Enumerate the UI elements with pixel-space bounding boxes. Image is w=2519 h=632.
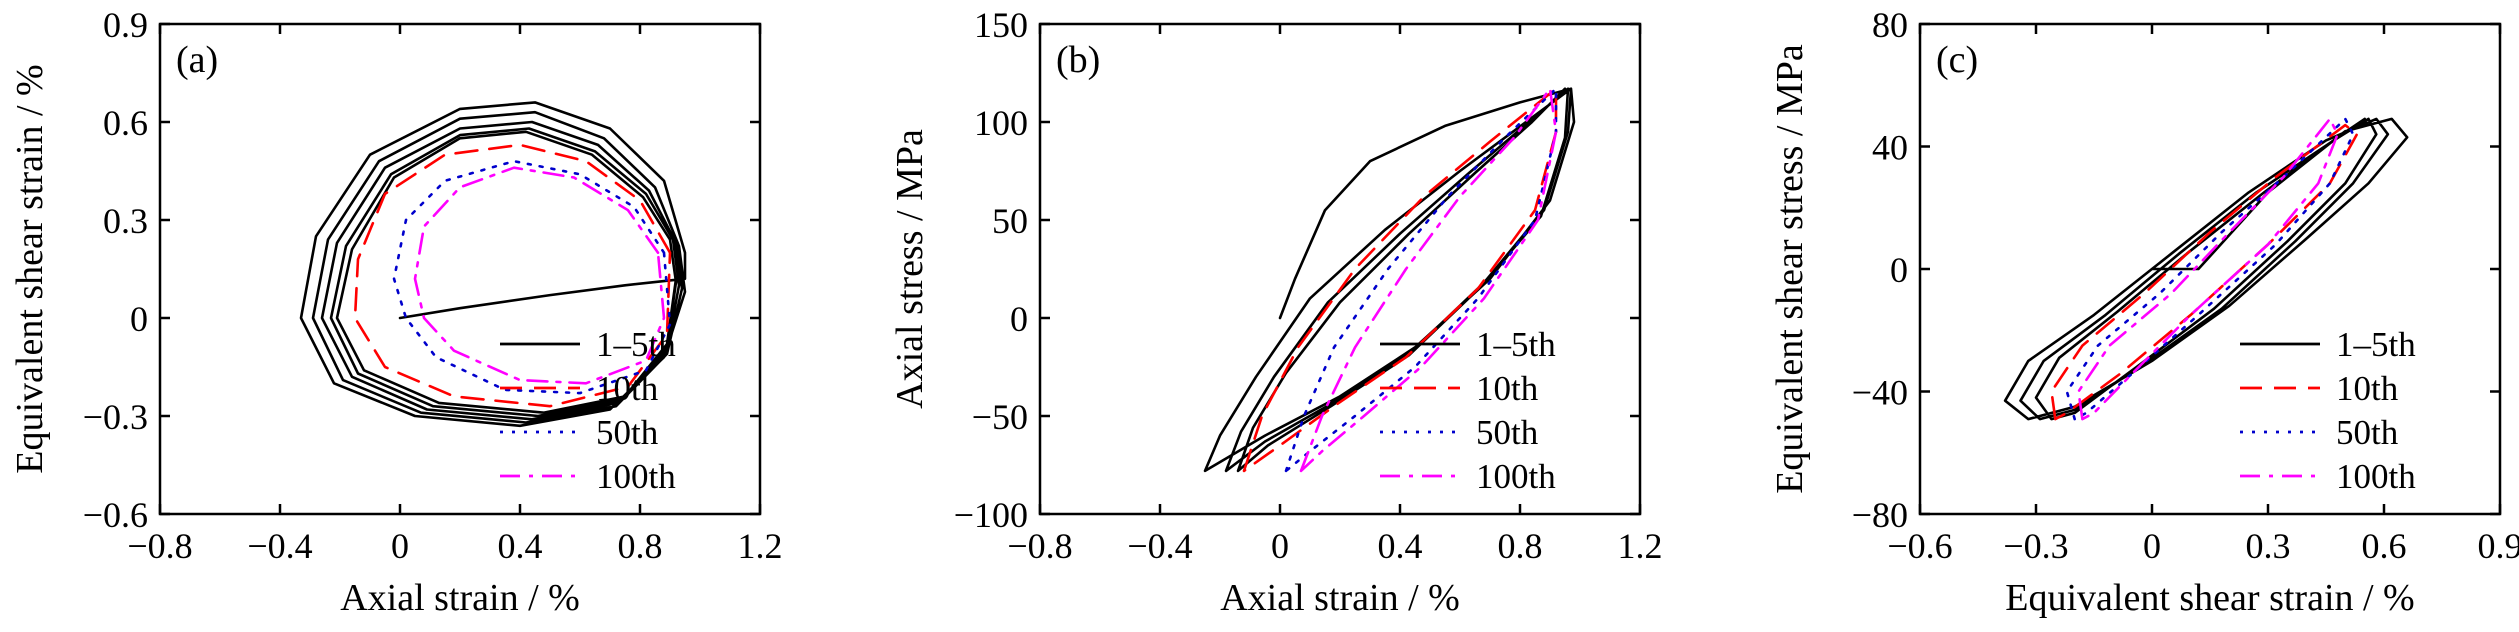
x-tick-label: 1.2 [738,526,783,566]
x-axis-label: Axial strain / % [340,577,580,619]
y-axis-label: Equivalent shear stress / MPa [1769,44,1811,494]
panel-label: (a) [176,39,218,81]
legend-label-3: 100th [1476,457,1556,496]
legend-label-0: 1–5th [1476,325,1556,364]
chart-panel-1: −0.8 −0.4 0 0.4 0.8 1.2 −100 −50 0 50 100 150 Axial … [889,5,1663,619]
y-tick-label: −80 [1852,495,1908,535]
series-line-0 [299,101,687,428]
legend-label-1: 10th [596,369,659,408]
y-tick-label: 0.9 [103,5,148,45]
y-tick-label: 0.3 [103,201,148,241]
x-tick-label: 1.2 [1618,526,1663,566]
series-line-1 [2050,123,2359,421]
chart-panel-0: −0.8 −0.4 0 0.4 0.8 1.2 −0.6 −0.3 0 0.3 0.6 0.9 Axia… [9,5,783,619]
x-tick-label: −0.4 [247,526,312,566]
x-tick-label: 0.9 [2478,526,2519,566]
x-tick-label: −0.4 [1127,526,1192,566]
x-tick-label: −0.8 [1007,526,1072,566]
x-tick-label: 0 [2143,526,2161,566]
series-line-3 [2077,117,2339,421]
x-tick-label: 0.8 [1498,526,1543,566]
chart-panel-2: −0.6 −0.3 0 0.3 0.6 0.9 −80 −40 0 40 80 Equivalent … [1769,5,2519,619]
legend-label-0: 1–5th [2336,325,2416,364]
series-group [1203,87,1576,473]
x-tick-label: 0.4 [1378,526,1423,566]
plot-frame [1038,22,1642,516]
y-tick-label: −100 [954,495,1028,535]
legend-label-2: 50th [596,413,659,452]
series-line-2 [392,159,672,395]
y-tick-label: −50 [972,397,1028,437]
x-tick-label: −0.8 [127,526,192,566]
legend-label-2: 50th [1476,413,1539,452]
y-tick-label: 0 [130,299,148,339]
x-tick-label: −0.3 [2003,526,2068,566]
y-tick-label: 50 [992,201,1028,241]
x-tick-label: 0.8 [618,526,663,566]
legend-label-1: 10th [2336,369,2399,408]
y-tick-label: −0.6 [83,495,148,535]
y-axis-label: Axial stress / MPa [889,129,931,409]
y-tick-label: 80 [1872,5,1908,45]
series-line-2 [2065,117,2355,421]
legend-label-1: 10th [1476,369,1539,408]
x-axis-label: Axial strain / % [1220,577,1460,619]
x-axis-label: Equivalent shear strain / % [2005,577,2414,619]
panel-label: (b) [1056,39,1100,81]
panel-label: (c) [1936,39,1978,81]
series-line-1 [353,143,672,408]
series-group [2003,117,2409,421]
legend-label-3: 100th [596,457,676,496]
series-line-3 [413,166,666,385]
plot-frame [1918,22,2502,516]
plot-frame [158,22,762,516]
y-tick-label: −0.3 [83,397,148,437]
legend-label-3: 100th [2336,457,2416,496]
series-group [299,101,687,428]
y-tick-label: 0 [1010,299,1028,339]
y-tick-label: 100 [974,103,1028,143]
y-tick-label: 150 [974,5,1028,45]
series-line-0 [2003,117,2409,421]
legend-label-0: 1–5th [596,325,676,364]
x-tick-label: 0 [391,526,409,566]
legend-label-2: 50th [2336,413,2399,452]
x-tick-label: 0.4 [498,526,543,566]
series-line-3 [1299,87,1558,473]
x-tick-label: −0.6 [1887,526,1952,566]
x-tick-label: 0.6 [2362,526,2407,566]
y-tick-label: −40 [1852,373,1908,413]
y-tick-label: 40 [1872,128,1908,168]
y-tick-label: 0.6 [103,103,148,143]
y-axis-label: Equivalent shear strain / % [9,64,51,473]
y-tick-label: 0 [1890,250,1908,290]
x-tick-label: 0 [1271,526,1289,566]
x-tick-label: 0.3 [2246,526,2291,566]
series-line-2 [1284,87,1558,473]
